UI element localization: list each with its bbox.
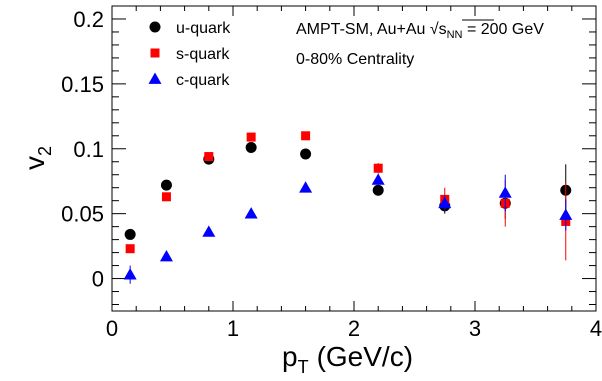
c-quark-point: [202, 225, 216, 237]
legend: u-quark s-quark c-quark: [148, 20, 231, 89]
y-tick-label: 0.2: [73, 7, 104, 32]
y-tick-label: 0.15: [61, 72, 104, 97]
s-quark-point: [204, 152, 214, 162]
s-quark-point: [161, 192, 171, 202]
x-axis-title-subscript: T: [298, 357, 309, 377]
c-quark-point: [498, 186, 512, 198]
c-quark-legend-label: c-quark: [176, 72, 230, 89]
u-quark-point: [300, 148, 312, 160]
y-tick-label: 0: [92, 267, 104, 292]
x-tick-label: 3: [469, 316, 481, 341]
c-quark-point: [371, 173, 385, 185]
c-quark-point: [123, 268, 137, 280]
s-quark-point: [373, 163, 383, 173]
axis-tick-labels: 0 1 2 3 4 0 0.05 0.1 0.15 0.2: [61, 7, 602, 341]
y-axis-title-subscript: 2: [35, 146, 55, 156]
c-quark-point: [438, 196, 452, 209]
u-quark-point: [160, 179, 172, 191]
annotation-nn-subscript: NN: [447, 29, 463, 41]
x-tick-label: 2: [348, 316, 360, 341]
sqrt-symbol: √: [430, 21, 439, 38]
y-tick-label: 0.05: [61, 202, 104, 227]
u-quark-point: [124, 228, 136, 240]
c-quark-point: [299, 181, 313, 193]
c-quark-point: [244, 207, 258, 219]
axis-ticks: [111, 5, 597, 311]
c-quark-point: [159, 249, 173, 262]
s-quark-legend-label: s-quark: [176, 46, 230, 63]
x-axis-title: pT (GeV/c): [282, 341, 413, 377]
c-quark-point: [559, 208, 573, 220]
x-tick-label: 0: [106, 316, 118, 341]
x-axis-title-main: p: [282, 341, 298, 372]
u-quark-legend-marker: [149, 21, 161, 33]
annotation-centrality: 0-80% Centrality: [296, 51, 414, 68]
s-quark-point: [125, 244, 135, 254]
x-axis-title-unit: (GeV/c): [317, 341, 413, 372]
annotation-s: s: [439, 21, 447, 38]
s-quark-point: [246, 132, 256, 142]
annotation-prefix: AMPT-SM, Au+Au: [296, 21, 430, 38]
y-tick-label: 0.1: [73, 137, 104, 162]
annotation-suffix: = 200 GeV: [463, 21, 545, 38]
s-quark-point: [301, 131, 311, 141]
c-quark-legend-marker: [148, 72, 162, 84]
c-quark-series: [123, 173, 573, 284]
u-quark-legend-label: u-quark: [176, 20, 231, 37]
x-tick-label: 1: [227, 316, 239, 341]
y-axis-title: v2: [19, 146, 55, 170]
x-tick-label: 4: [590, 316, 602, 341]
u-quark-point: [245, 141, 257, 153]
data-points: [123, 131, 573, 284]
y-axis-title-main: v: [19, 156, 50, 170]
s-quark-legend-marker: [150, 48, 160, 58]
annotation-collision-system: AMPT-SM, Au+Au √sNN = 200 GeV: [296, 21, 544, 41]
u-quark-point: [372, 184, 384, 196]
